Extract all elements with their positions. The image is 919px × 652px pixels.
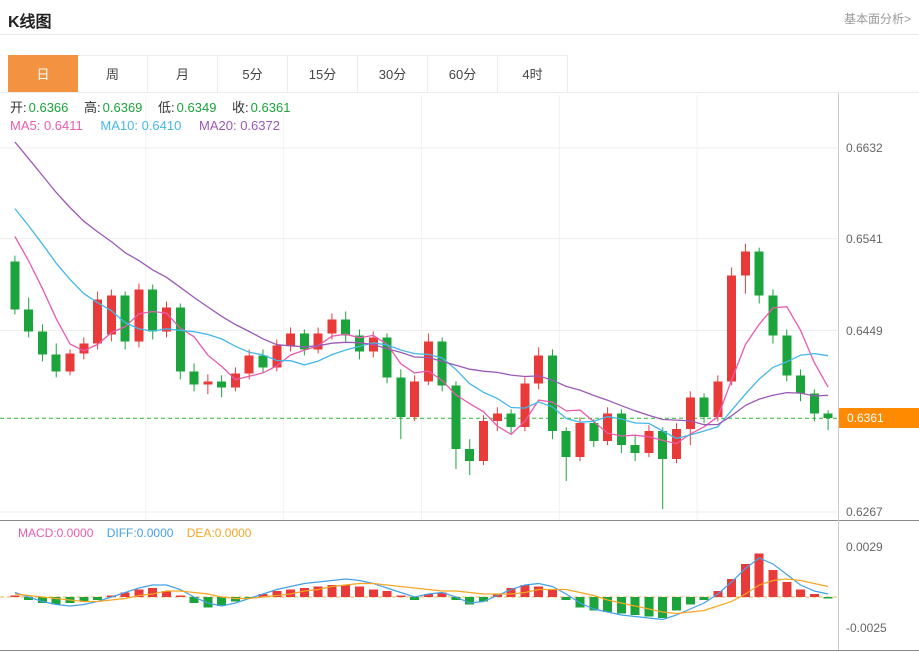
macd-legend: MACD:0.0000 <box>18 526 94 540</box>
tab-week[interactable]: 周 <box>78 55 148 93</box>
tab-15min[interactable]: 15分 <box>288 55 358 93</box>
fundamental-analysis-link[interactable]: 基本面分析> <box>843 12 911 26</box>
close-label: 收: <box>232 100 249 115</box>
macd-tick-high: 0.0029 <box>846 540 883 554</box>
tab-day[interactable]: 日 <box>8 55 78 93</box>
price-tick-2: 0.6541 <box>846 232 883 246</box>
ma20-legend: MA20: 0.6372 <box>198 118 280 133</box>
candlestick-chart[interactable] <box>0 95 838 520</box>
tab-4hour[interactable]: 4时 <box>498 55 568 93</box>
close-value: 0.6361 <box>250 100 291 115</box>
dea-legend: DEA:0.0000 <box>186 526 252 540</box>
diff-legend: DIFF:0.0000 <box>106 526 174 540</box>
price-axis-separator <box>838 93 839 650</box>
macd-tick-low: -0.0025 <box>846 621 887 635</box>
open-value: 0.6366 <box>28 100 69 115</box>
bottom-border <box>0 650 919 651</box>
price-tick-3: 0.6449 <box>846 324 883 338</box>
macd-chart[interactable] <box>0 521 838 649</box>
ma5-legend: MA5: 0.6411 <box>10 118 83 133</box>
chart-macd-divider <box>0 520 919 521</box>
widget-header: K线图 基本面分析> <box>0 0 919 35</box>
tab-5min[interactable]: 5分 <box>218 55 288 93</box>
high-value: 0.6369 <box>102 100 143 115</box>
macd-info: MACD:0.0000 DIFF:0.0000 DEA:0.0000 <box>18 526 261 540</box>
price-tick-1: 0.6632 <box>846 141 883 155</box>
period-tabs: 日 周 月 5分 15分 30分 60分 4时 <box>8 55 568 93</box>
low-label: 低: <box>158 100 175 115</box>
ma10-legend: MA10: 0.6410 <box>100 118 182 133</box>
open-label: 开: <box>10 100 27 115</box>
tabs-divider <box>0 92 919 93</box>
ohlc-info: 开: 0.6366 高: 0.6369 低: 0.6349 收: 0.6361 <box>10 97 302 116</box>
high-label: 高: <box>84 100 101 115</box>
page-title: K线图 <box>8 14 52 31</box>
price-tick-4: 0.6267 <box>846 505 883 519</box>
current-price-tag: 0.6361 <box>839 408 919 428</box>
tab-month[interactable]: 月 <box>148 55 218 93</box>
ma-info: MA5: 0.6411 MA10: 0.6410 MA20: 0.6372 <box>10 118 294 133</box>
low-value: 0.6349 <box>176 100 217 115</box>
tab-60min[interactable]: 60分 <box>428 55 498 93</box>
tab-30min[interactable]: 30分 <box>358 55 428 93</box>
